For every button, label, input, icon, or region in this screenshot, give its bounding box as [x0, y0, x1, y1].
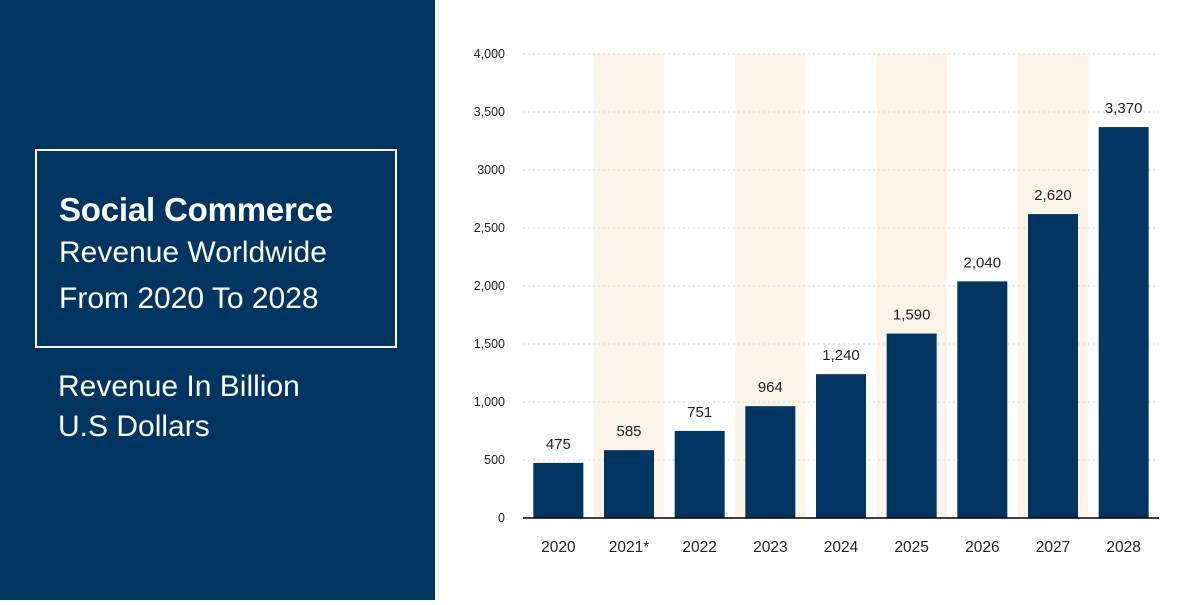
y-axis-ticks: 0 500 1,000 1,500 2,000 2,500 3000 3,500 4,000 [474, 47, 505, 525]
bar-2022 [674, 430, 725, 518]
y-tick-label: 1,500 [474, 337, 505, 351]
y-tick-label: 0 [498, 511, 505, 525]
bar-2026 [957, 281, 1008, 518]
bar-2023 [745, 406, 796, 518]
value-label: 3,370 [1105, 100, 1143, 117]
bar-2024 [816, 374, 866, 518]
x-axis-labels: 2020 2021* 2022 2023 2024 2025 2026 2027 2028 [541, 539, 1141, 556]
y-tick-label: 3000 [477, 163, 505, 177]
y-tick-label: 1,000 [474, 395, 505, 409]
unit-label-line-1: Revenue In Billion [58, 370, 300, 403]
bar-2020 [533, 462, 584, 518]
title-box: Social Commerce Revenue Worldwide From 2… [35, 149, 397, 348]
chart-title-line-2: Revenue Worldwide [59, 236, 327, 269]
chart-title-line-3: From 2020 To 2028 [59, 282, 319, 315]
x-tick-label: 2027 [1036, 539, 1070, 556]
bar-2027 [1028, 214, 1078, 518]
bar-2021 [604, 450, 654, 518]
chart-area: 0 500 1,000 1,500 2,000 2,500 3000 3,500 4,000 4… [435, 0, 1200, 600]
bar-2025 [886, 333, 937, 518]
bar-chart: 0 500 1,000 1,500 2,000 2,500 3000 3,500 4,000 4… [474, 47, 1159, 556]
value-label: 964 [758, 379, 783, 396]
y-tick-label: 2,000 [474, 279, 505, 293]
x-tick-label: 2021* [609, 539, 650, 556]
value-labels: 475 585 751 964 1,240 1,590 2,040 2,620 3,370 [546, 100, 1143, 453]
x-tick-label: 2022 [682, 539, 716, 556]
title-panel: Social Commerce Revenue Worldwide From 2… [0, 0, 435, 600]
chart-title-bold: Social Commerce [59, 191, 333, 228]
x-tick-label: 2026 [965, 539, 999, 556]
unit-label-line-2: U.S Dollars [58, 410, 210, 443]
value-label: 475 [546, 436, 571, 453]
value-label: 585 [616, 423, 641, 440]
value-label: 2,040 [964, 254, 1002, 271]
x-tick-label: 2023 [753, 539, 787, 556]
x-tick-label: 2020 [541, 539, 576, 556]
y-tick-label: 3,500 [474, 105, 505, 119]
bar-2028 [1098, 127, 1149, 518]
y-tick-label: 4,000 [474, 47, 505, 61]
x-tick-label: 2024 [824, 539, 859, 556]
value-label: 2,620 [1034, 187, 1072, 204]
value-label: 1,590 [893, 307, 931, 324]
x-tick-label: 2025 [894, 539, 928, 556]
x-tick-label: 2028 [1106, 539, 1140, 556]
y-tick-label: 500 [484, 453, 505, 467]
y-tick-label: 2,500 [474, 221, 505, 235]
value-label: 1,240 [822, 347, 860, 364]
bars [533, 127, 1149, 518]
value-label: 751 [687, 404, 712, 421]
